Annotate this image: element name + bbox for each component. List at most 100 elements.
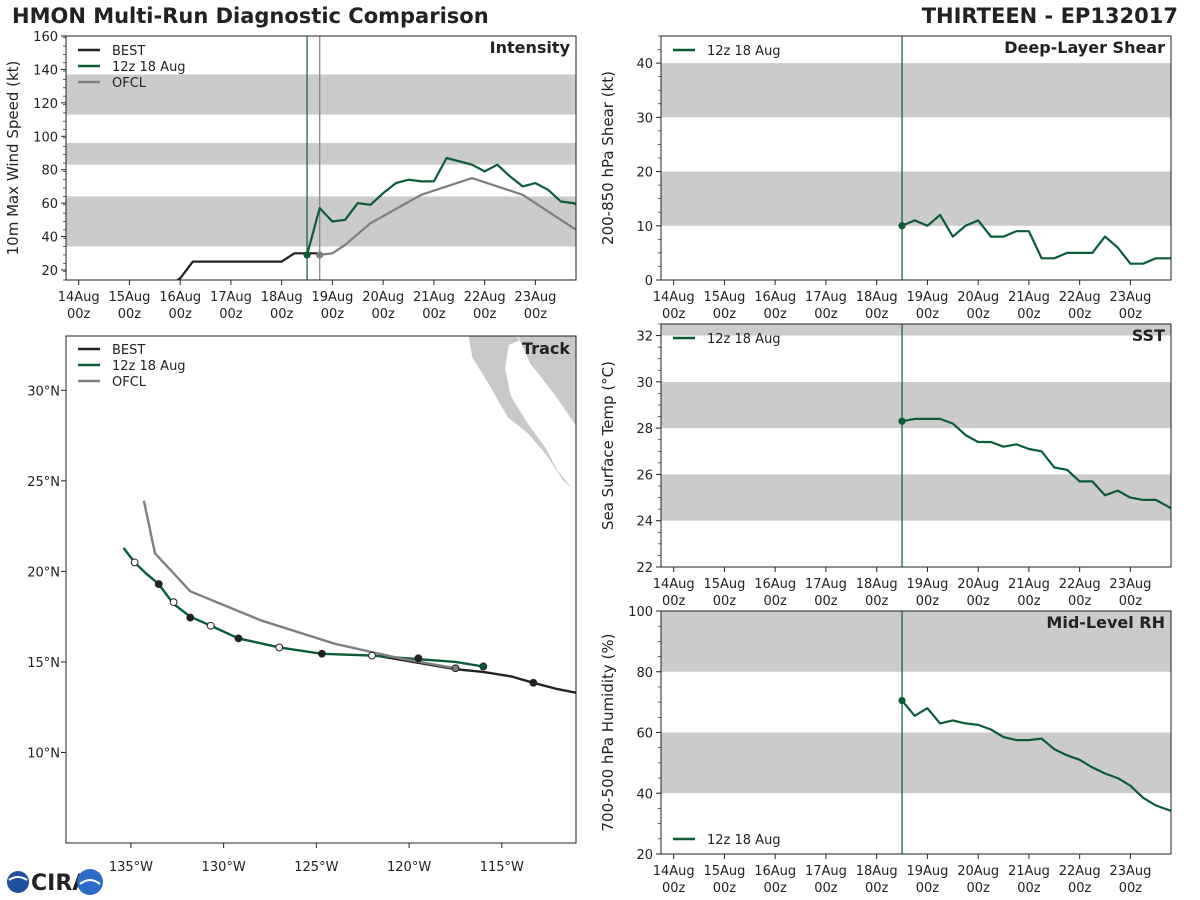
sst-xtick-day-4: 18Aug xyxy=(856,577,898,592)
shear-xtick-hour-1: 00z xyxy=(713,307,737,322)
rh-band-1 xyxy=(661,611,1171,672)
shear-xtick-day-3: 17Aug xyxy=(805,290,847,305)
rh-legend-label-0: 12z 18 Aug xyxy=(707,833,781,848)
rh-ytick-label-4: 100 xyxy=(628,605,653,620)
sst-xtick-hour-6: 00z xyxy=(966,594,990,609)
shear-panel: 0 10 20 30 40 14Aug 00z 15Aug 00z 16Aug 00z 17Aug 00… xyxy=(599,35,1172,322)
track-series-0-line xyxy=(381,655,576,694)
intensity-xtick-day-6: 20Aug xyxy=(362,290,404,305)
intensity-xtick-hour-8: 00z xyxy=(473,307,497,322)
track-xtick-label-1: 130°W xyxy=(202,860,246,875)
track-legend-label-1: 12z 18 Aug xyxy=(112,359,186,374)
intensity-xtick-day-9: 23Aug xyxy=(514,290,556,305)
shear-xtick-day-6: 20Aug xyxy=(957,290,999,305)
sst-xtick-day-1: 15Aug xyxy=(703,577,745,592)
shear-xtick-hour-0: 00z xyxy=(662,307,686,322)
shear-band-1 xyxy=(661,63,1171,118)
intensity-xtick-day-2: 16Aug xyxy=(159,290,201,305)
track-series-1-marker-3 xyxy=(275,643,284,652)
intensity-plot-area xyxy=(66,36,576,280)
track-xtick-label-3: 120°W xyxy=(387,860,431,875)
track-series-1-line xyxy=(122,547,484,668)
rh-xtick-hour-2: 00z xyxy=(763,881,787,896)
logo-emblem-icon xyxy=(77,869,103,895)
shear-xtick-hour-7: 00z xyxy=(1017,307,1041,322)
track-series-1-marker-7 xyxy=(169,598,178,607)
sst-frame xyxy=(660,323,1172,568)
sst-ytick-label-5: 32 xyxy=(636,330,653,345)
rh-ylabel: 700-500 hPa Humidity (%) xyxy=(599,633,617,831)
sst-band-0 xyxy=(661,474,1171,521)
sst-ylabel: Sea Surface Temp (°C) xyxy=(599,361,617,530)
logo-globe-icon xyxy=(7,871,29,893)
intensity-xtick-hour-7: 00z xyxy=(422,307,446,322)
shear-band-0 xyxy=(661,171,1171,226)
intensity-xtick-hour-6: 00z xyxy=(371,307,395,322)
track-ytick-label-4: 30°N xyxy=(27,384,60,399)
shear-ytick-label-1: 10 xyxy=(636,220,653,235)
shear-series-0-start-marker xyxy=(898,222,906,230)
rh-xtick-day-8: 22Aug xyxy=(1059,864,1101,879)
track-legend-label-2: OFCL xyxy=(112,375,147,390)
shear-xtick-hour-8: 00z xyxy=(1068,307,1092,322)
sst-ytick-label-3: 28 xyxy=(636,422,653,437)
rh-xtick-day-2: 16Aug xyxy=(754,864,796,879)
intensity-xtick-day-0: 14Aug xyxy=(58,290,100,305)
track-series-2-line xyxy=(142,500,456,670)
intensity-band-2 xyxy=(66,74,576,115)
shear-xtick-hour-5: 00z xyxy=(916,307,940,322)
intensity-legend-label-1: 12z 18 Aug xyxy=(112,60,186,75)
intensity-series-0-line xyxy=(175,252,320,280)
intensity-series-1-start-marker xyxy=(303,251,311,259)
intensity-xtick-hour-3: 00z xyxy=(219,307,243,322)
intensity-band-1 xyxy=(66,142,576,165)
baja-landmass xyxy=(467,336,576,494)
intensity-ytick-label-6: 140 xyxy=(33,63,58,78)
shear-xtick-day-2: 16Aug xyxy=(754,290,796,305)
rh-series-0-start-marker xyxy=(898,697,906,705)
mainland-landmass xyxy=(516,336,576,428)
shear-xtick-hour-9: 00z xyxy=(1119,307,1143,322)
sst-xtick-hour-2: 00z xyxy=(763,594,787,609)
intensity-ytick-label-3: 80 xyxy=(41,164,58,179)
intensity-series-1-line xyxy=(305,156,576,256)
sst-xtick-day-9: 23Aug xyxy=(1109,577,1151,592)
sst-ytick-label-4: 30 xyxy=(636,376,653,391)
shear-xtick-day-1: 15Aug xyxy=(703,290,745,305)
rh-band-0 xyxy=(661,732,1171,794)
rh-xtick-hour-8: 00z xyxy=(1068,881,1092,896)
rh-xtick-day-7: 21Aug xyxy=(1008,864,1050,879)
intensity-xtick-day-3: 17Aug xyxy=(210,290,252,305)
rh-xtick-day-9: 23Aug xyxy=(1109,864,1151,879)
sst-xtick-day-3: 17Aug xyxy=(805,577,847,592)
intensity-xtick-hour-0: 00z xyxy=(67,307,91,322)
intensity-ylabel: 10m Max Wind Speed (kt) xyxy=(4,61,22,256)
sst-xtick-hour-4: 00z xyxy=(865,594,889,609)
shear-xtick-hour-2: 00z xyxy=(763,307,787,322)
shear-series-0-line xyxy=(901,213,1171,265)
track-series-2-marker-0 xyxy=(451,664,460,673)
storm-id-title: THIRTEEN - EP132017 xyxy=(921,4,1178,28)
sst-xtick-hour-7: 00z xyxy=(1017,594,1041,609)
shear-ylabel: 200-850 hPa Shear (kt) xyxy=(599,71,617,245)
intensity-xtick-hour-2: 00z xyxy=(168,307,192,322)
rh-xtick-hour-1: 00z xyxy=(713,881,737,896)
sst-ytick-label-2: 26 xyxy=(636,468,653,483)
intensity-ytick-label-0: 20 xyxy=(41,264,58,279)
shear-xtick-day-5: 19Aug xyxy=(906,290,948,305)
rh-xtick-day-3: 17Aug xyxy=(805,864,847,879)
intensity-xtick-day-8: 22Aug xyxy=(464,290,506,305)
shear-ytick-label-3: 30 xyxy=(636,111,653,126)
intensity-frame xyxy=(65,35,577,281)
track-ytick-label-3: 25°N xyxy=(27,475,60,490)
intensity-series-2-start-marker xyxy=(316,251,324,259)
intensity-band-0 xyxy=(66,196,576,247)
track-series-1-marker-9 xyxy=(130,558,139,567)
shear-xtick-day-0: 14Aug xyxy=(653,290,695,305)
rh-plot-area xyxy=(661,611,1171,854)
track-xtick-label-4: 115°W xyxy=(480,860,524,875)
sst-series-0-start-marker xyxy=(898,417,906,425)
sst-xtick-hour-0: 00z xyxy=(662,594,686,609)
shear-legend-label-0: 12z 18 Aug xyxy=(707,44,781,59)
rh-xtick-day-6: 20Aug xyxy=(957,864,999,879)
